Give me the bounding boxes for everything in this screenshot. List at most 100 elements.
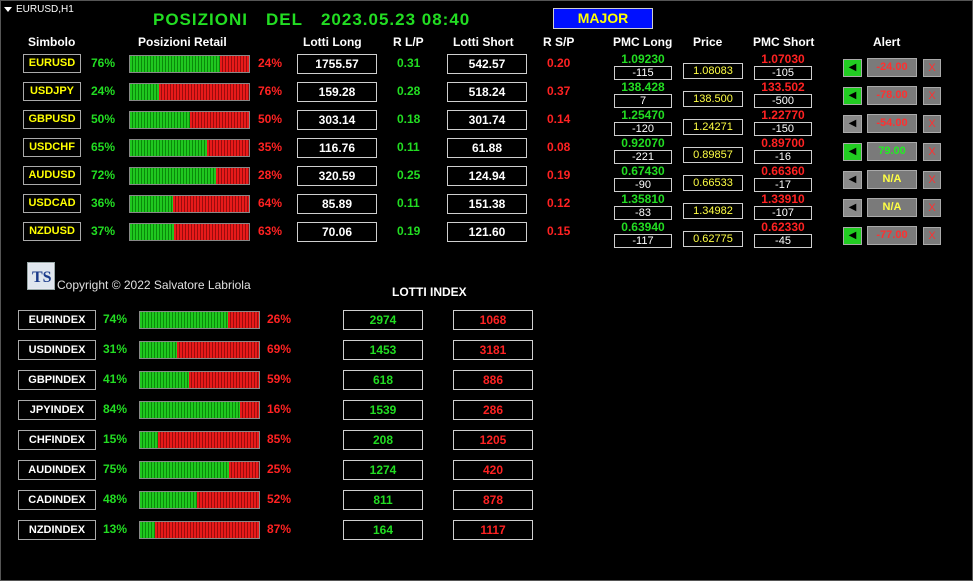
pmc-short-value: 0.89700 xyxy=(761,136,805,150)
bell-icon[interactable]: ◀ xyxy=(843,171,862,189)
index-lots-long: 1274 xyxy=(343,460,423,480)
ratio-sp-value: 0.15 xyxy=(547,224,571,238)
price-value: 0.66533 xyxy=(683,175,743,191)
pmc-long-diff: -120 xyxy=(614,122,672,136)
alert-close-button[interactable]: X xyxy=(923,199,941,217)
pmc-short-diff: -16 xyxy=(754,150,812,164)
bar-short-fill xyxy=(189,112,249,128)
index-long-percent: 75% xyxy=(103,462,128,476)
title-datetime: 2023.05.23 08:40 xyxy=(320,10,471,29)
index-lots-long: 208 xyxy=(343,430,423,450)
index-retail-bar xyxy=(139,521,260,539)
index-symbol-button[interactable]: CHFINDEX xyxy=(18,430,96,450)
lots-short-value: 61.88 xyxy=(447,138,527,158)
bar-short-fill xyxy=(172,196,249,212)
retail-bar xyxy=(129,111,250,129)
ratio-sp-value: 0.08 xyxy=(547,140,571,154)
alert-close-button[interactable]: X xyxy=(923,59,941,77)
index-long-percent: 84% xyxy=(103,402,128,416)
index-symbol-button[interactable]: AUDINDEX xyxy=(18,460,96,480)
pmc-short-diff: -45 xyxy=(754,234,812,248)
alert-close-button[interactable]: X xyxy=(923,87,941,105)
alert-close-button[interactable]: X xyxy=(923,227,941,245)
bar-long-fill xyxy=(130,140,208,156)
window-title[interactable]: EURUSD,H1 xyxy=(4,4,74,15)
bell-icon[interactable]: ◀ xyxy=(843,199,862,217)
bar-long-fill xyxy=(140,492,198,508)
index-symbol-button[interactable]: NZDINDEX xyxy=(18,520,96,540)
index-short-percent: 16% xyxy=(267,402,292,416)
ratio-sp-value: 0.19 xyxy=(547,168,571,182)
title-word-positions: POSIZIONI xyxy=(153,10,248,29)
bell-icon[interactable]: ◀ xyxy=(843,59,862,77)
alert-value-button[interactable]: N/A xyxy=(867,170,917,189)
ratio-lp-value: 0.18 xyxy=(397,112,421,126)
svg-text:TS: TS xyxy=(32,269,52,286)
header-price: Price xyxy=(693,35,723,49)
lots-short-value: 542.57 xyxy=(447,54,527,74)
price-value: 0.89857 xyxy=(683,147,743,163)
long-percent: 76% xyxy=(91,56,116,70)
pmc-short-value: 0.66360 xyxy=(761,164,805,178)
index-symbol-button[interactable]: JPYINDEX xyxy=(18,400,96,420)
index-symbol-button[interactable]: USDINDEX xyxy=(18,340,96,360)
pmc-long-value: 1.25470 xyxy=(621,108,665,122)
ratio-lp-value: 0.19 xyxy=(397,224,421,238)
pmc-long-diff: -117 xyxy=(614,234,672,248)
dropdown-triangle-icon[interactable] xyxy=(4,7,12,12)
major-group-button[interactable]: MAJOR xyxy=(553,8,653,29)
long-percent: 65% xyxy=(91,140,116,154)
symbol-button[interactable]: AUDUSD xyxy=(23,166,81,185)
lots-short-value: 121.60 xyxy=(447,222,527,242)
lots-long-value: 85.89 xyxy=(297,194,377,214)
title-word-of: DEL xyxy=(265,10,303,29)
retail-bar xyxy=(129,83,250,101)
index-symbol-button[interactable]: CADINDEX xyxy=(18,490,96,510)
index-symbol-button[interactable]: EURINDEX xyxy=(18,310,96,330)
retail-bar xyxy=(129,139,250,157)
index-symbol-button[interactable]: GBPINDEX xyxy=(18,370,96,390)
bar-short-fill xyxy=(174,224,249,240)
bell-icon[interactable]: ◀ xyxy=(843,143,862,161)
ratio-lp-value: 0.11 xyxy=(397,196,420,210)
alert-close-button[interactable]: X xyxy=(923,171,941,189)
bar-short-fill xyxy=(155,522,259,538)
symbol-button[interactable]: NZDUSD xyxy=(23,222,81,241)
pmc-long-value: 1.35810 xyxy=(621,192,665,206)
bar-long-fill xyxy=(140,342,177,358)
pmc-short-value: 1.22770 xyxy=(761,108,805,122)
symbol-button[interactable]: USDCHF xyxy=(23,138,81,157)
lots-long-value: 303.14 xyxy=(297,110,377,130)
alert-close-button[interactable]: X xyxy=(923,115,941,133)
symbol-button[interactable]: GBPUSD xyxy=(23,110,81,129)
symbol-button[interactable]: EURUSD xyxy=(23,54,81,73)
ratio-lp-value: 0.25 xyxy=(397,168,421,182)
alert-value-button[interactable]: -78.00 xyxy=(867,86,917,105)
pmc-long: 1.35810 -83 xyxy=(614,193,672,220)
price-value: 1.34982 xyxy=(683,203,743,219)
pmc-long-diff: -115 xyxy=(614,66,672,80)
bell-icon[interactable]: ◀ xyxy=(843,227,862,245)
alert-close-button[interactable]: X xyxy=(923,143,941,161)
pmc-long-value: 0.63940 xyxy=(621,220,665,234)
alert-value-button[interactable]: -24.00 xyxy=(867,58,917,77)
short-percent: 64% xyxy=(258,196,283,210)
pmc-short-diff: -105 xyxy=(754,66,812,80)
index-lots-long: 164 xyxy=(343,520,423,540)
bell-icon[interactable]: ◀ xyxy=(843,87,862,105)
alert-value-button[interactable]: 79.00 xyxy=(867,142,917,161)
short-percent: 63% xyxy=(258,224,283,238)
pmc-long-value: 0.67430 xyxy=(621,164,665,178)
bar-long-fill xyxy=(130,168,216,184)
alert-value-button[interactable]: -54.00 xyxy=(867,114,917,133)
bell-icon[interactable]: ◀ xyxy=(843,115,862,133)
bar-long-fill xyxy=(130,84,159,100)
pmc-long-diff: -83 xyxy=(614,206,672,220)
pmc-short: 0.62330 -45 xyxy=(754,221,812,248)
symbol-button[interactable]: USDJPY xyxy=(23,82,81,101)
alert-value-button[interactable]: -77.00 xyxy=(867,226,917,245)
symbol-button[interactable]: USDCAD xyxy=(23,194,81,213)
lots-long-value: 159.28 xyxy=(297,82,377,102)
alert-value-button[interactable]: N/A xyxy=(867,198,917,217)
copyright-text: Copyright © 2022 Salvatore Labriola xyxy=(57,278,251,292)
